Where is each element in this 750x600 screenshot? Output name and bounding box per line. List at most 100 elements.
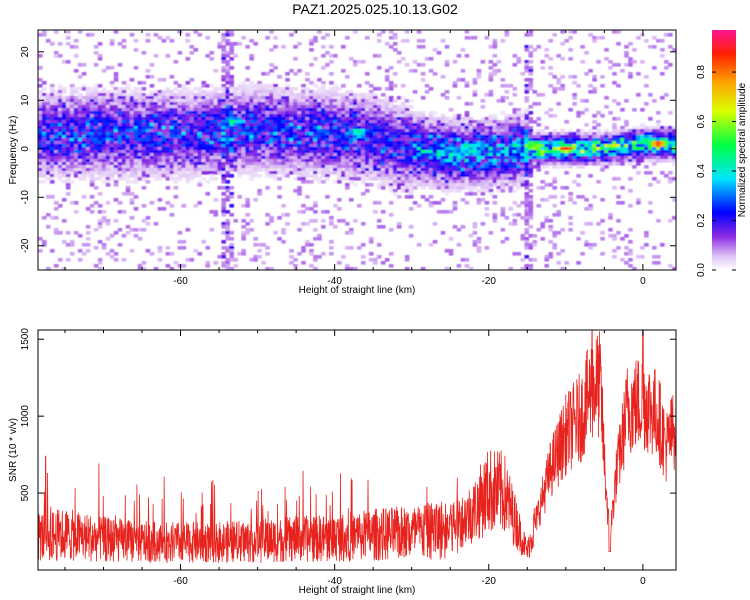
- heatmap-cell: [325, 63, 330, 67]
- heatmap-cell: [117, 138, 123, 142]
- heatmap-cell: [580, 165, 585, 169]
- heatmap-cell: [93, 135, 99, 139]
- heatmap-cell: [420, 186, 426, 190]
- heatmap-cell: [524, 99, 530, 103]
- heatmap-cell: [297, 192, 302, 196]
- heatmap-cell: [380, 150, 386, 154]
- heatmap-cell: [301, 84, 306, 88]
- heatmap-cell: [185, 129, 191, 133]
- heatmap-cell: [41, 180, 47, 184]
- heatmap-cell: [376, 141, 382, 145]
- heatmap-cell: [269, 144, 274, 148]
- heatmap-cell: [69, 105, 75, 109]
- heatmap-cell: [305, 90, 310, 94]
- heatmap-cell: [524, 114, 530, 118]
- heatmap-cell: [408, 183, 414, 187]
- heatmap-cell: [388, 123, 394, 127]
- heatmap-cell: [416, 180, 422, 184]
- heatmap-cell: [41, 123, 47, 127]
- heatmap-cell: [516, 117, 522, 121]
- heatmap-cell: [416, 123, 422, 127]
- heatmap-cell: [257, 117, 262, 121]
- heatmap-cell: [492, 168, 498, 172]
- heatmap-cell: [153, 144, 159, 148]
- heatmap-cell: [524, 213, 530, 217]
- heatmap-cell: [61, 60, 67, 64]
- heatmap-cell: [484, 126, 490, 130]
- heatmap-cell: [129, 93, 135, 97]
- heatmap-cell: [516, 156, 522, 160]
- heatmap-cell: [65, 108, 71, 112]
- heatmap-cell: [592, 114, 597, 118]
- heatmap-cell: [392, 159, 398, 163]
- heatmap-cell: [464, 168, 470, 172]
- heatmap-cell: [173, 114, 179, 118]
- heatmap-cell: [528, 87, 534, 91]
- heatmap-cell: [93, 96, 99, 100]
- heatmap-cell: [241, 105, 246, 109]
- heatmap-cell: [608, 150, 613, 154]
- heatmap-cell: [372, 96, 378, 100]
- heatmap-cell: [121, 120, 127, 124]
- heatmap-cell: [588, 207, 593, 211]
- heatmap-cell: [596, 180, 601, 184]
- heatmap-cell: [145, 126, 151, 130]
- heatmap-cell: [221, 66, 227, 70]
- heatmap-cell: [372, 54, 378, 58]
- heatmap-cell: [73, 69, 79, 73]
- heatmap-cell: [157, 141, 163, 145]
- heatmap-cell: [113, 120, 119, 124]
- heatmap-cell: [285, 126, 290, 130]
- heatmap-cell: [388, 138, 394, 142]
- heatmap-cell: [428, 57, 434, 61]
- heatmap-cell: [221, 60, 227, 64]
- heatmap-cell: [341, 171, 346, 175]
- heatmap-cell: [568, 129, 573, 133]
- heatmap-cell: [436, 156, 442, 160]
- heatmap-cell: [121, 150, 127, 154]
- heatmap-cell: [396, 168, 402, 172]
- heatmap-cell: [333, 150, 338, 154]
- heatmap-cell: [404, 132, 410, 136]
- heatmap-cell: [309, 159, 314, 163]
- heatmap-cell: [448, 147, 454, 151]
- heatmap-cell: [420, 267, 426, 270]
- heatmap-cell: [440, 159, 446, 163]
- heatmap-cell: [516, 60, 522, 64]
- heatmap-cell: [221, 54, 227, 58]
- heatmap-cell: [145, 156, 151, 160]
- heatmap-cell: [408, 132, 414, 136]
- heatmap-cell: [73, 147, 79, 151]
- heatmap-cell: [536, 228, 542, 232]
- heatmap-cell: [81, 150, 87, 154]
- heatmap-cell: [500, 213, 506, 217]
- heatmap-cell: [133, 108, 139, 112]
- heatmap-cell: [368, 237, 374, 241]
- heatmap-cell: [77, 117, 83, 121]
- heatmap-cell: [404, 111, 410, 115]
- heatmap-cell: [177, 108, 183, 112]
- heatmap-cell: [376, 147, 382, 151]
- heatmap-cell: [376, 87, 382, 91]
- heatmap-cell: [61, 240, 67, 244]
- heatmap-cell: [404, 135, 410, 139]
- heatmap-cell: [440, 165, 446, 169]
- heatmap-cell: [552, 90, 557, 94]
- heatmap-cell: [241, 111, 246, 115]
- heatmap-cell: [325, 102, 330, 106]
- heatmap-cell: [193, 153, 199, 157]
- heatmap-cell: [281, 96, 286, 100]
- heatmap-cell: [612, 72, 617, 76]
- heatmap-cell: [580, 147, 585, 151]
- heatmap-cell: [141, 168, 147, 172]
- heatmap-cell: [508, 114, 514, 118]
- heatmap-cell: [57, 42, 63, 46]
- heatmap-cell: [309, 126, 314, 130]
- heatmap-cell: [540, 135, 546, 139]
- heatmap-cell: [353, 168, 358, 172]
- heatmap-cell: [65, 96, 71, 100]
- heatmap-cell: [145, 171, 151, 175]
- heatmap-cell: [205, 180, 211, 184]
- heatmap-cell: [165, 99, 171, 103]
